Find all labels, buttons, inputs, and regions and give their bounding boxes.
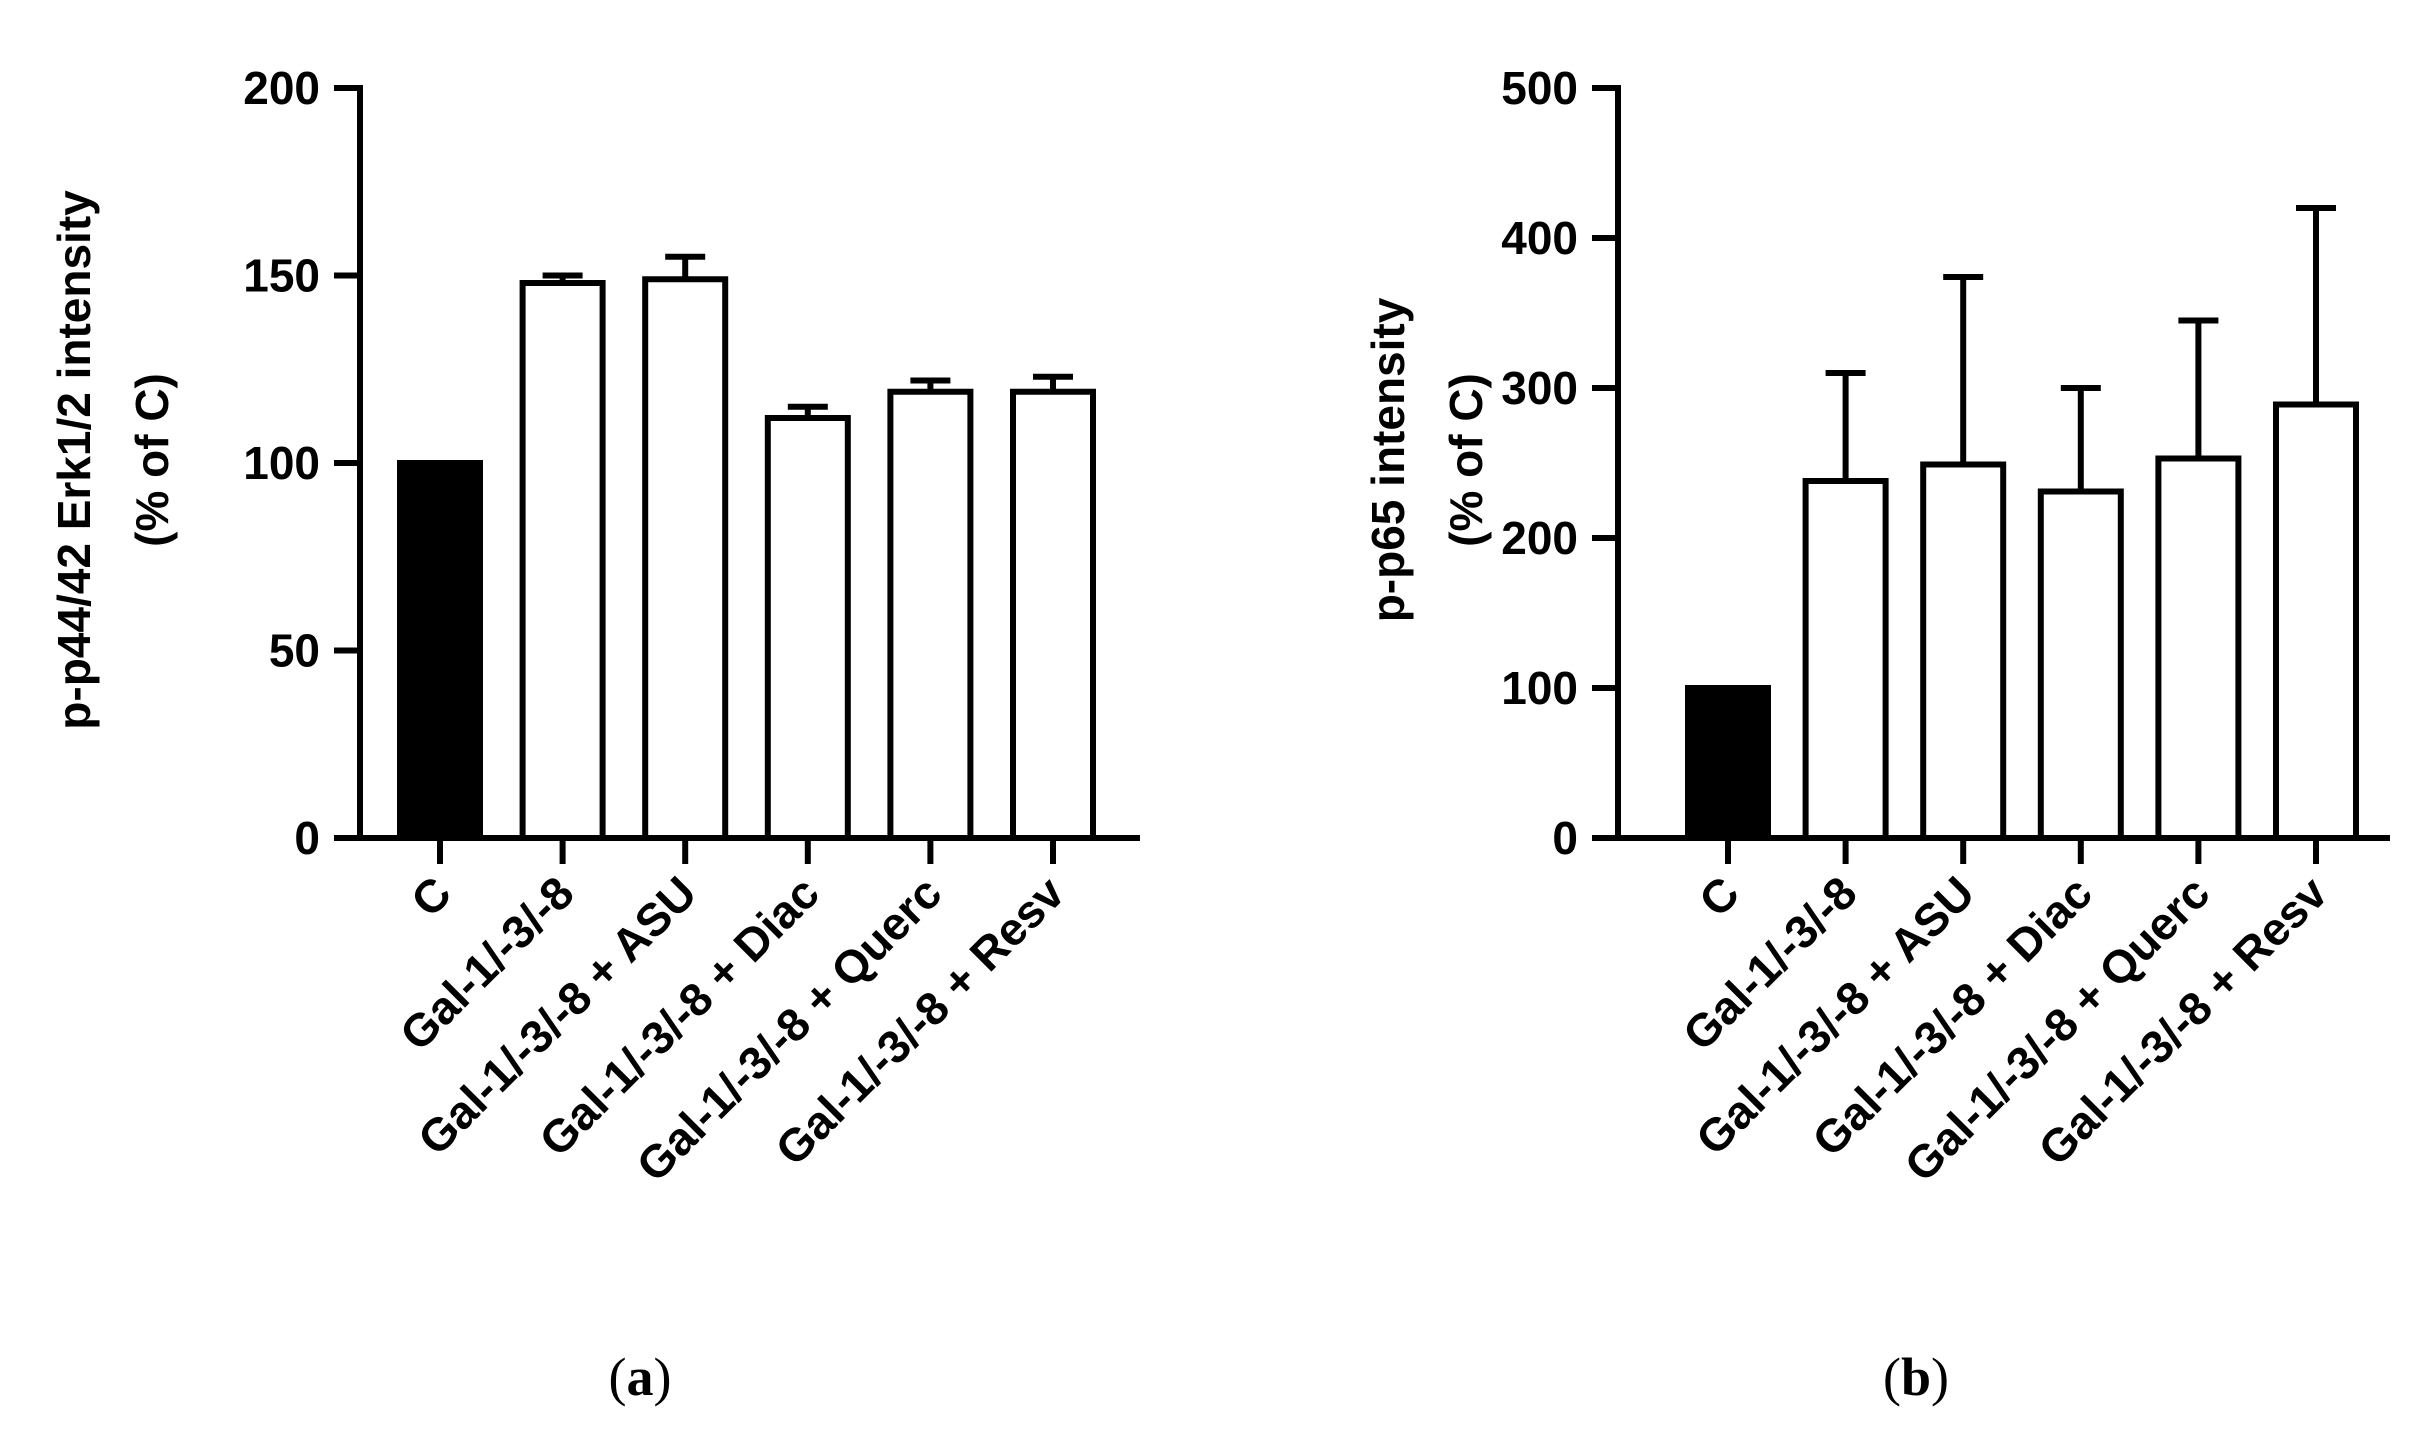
chart-a-bar-3 (764, 415, 851, 841)
chart-b-bar-0 (1685, 685, 1771, 841)
chart-b-axes (1592, 85, 2390, 864)
chart-a-ytick-label-1: 50 (269, 625, 320, 677)
chart-a-ylabel-line2: (% of C) (126, 373, 178, 547)
chart-b-bar-2 (1920, 461, 2007, 841)
chart-b-ytick-label-3: 300 (1501, 362, 1578, 414)
chart-a-caption: (a) (609, 1347, 672, 1407)
chart-b-xtick-label-0: C (1689, 866, 1749, 926)
chart-a-marks (397, 253, 1096, 841)
chart-a-bar-4 (887, 388, 974, 841)
chart-a-bar-0 (397, 460, 483, 841)
chart-a-ytick-label-2: 100 (243, 437, 320, 489)
chart-a-ytick-label-3: 150 (243, 250, 320, 302)
chart-a-xtick-label-0: C (401, 866, 461, 926)
chart-b-ytick-label-0: 0 (1552, 812, 1578, 864)
chart-a-bar-5 (1010, 388, 1096, 841)
chart-b-ytick-label-2: 200 (1501, 512, 1578, 564)
chart-b-ytick-label-1: 100 (1501, 662, 1578, 714)
chart-b-y-tick-labels: 0 100 200 300 400 500 (1501, 62, 1578, 864)
chart-a-ylabel-line1: p-p44/42 Erk1/2 intensity (48, 190, 100, 730)
chart-a-y-tick-labels: 0 50 100 150 200 (243, 62, 320, 864)
chart-b-ytick-label-5: 500 (1501, 62, 1578, 114)
chart-b-ylabel-line2: (% of C) (1440, 373, 1492, 547)
chart-a-ytick-label-4: 200 (243, 62, 320, 114)
chart-b-bar-5 (2273, 401, 2359, 841)
chart-b-caption: (b) (1883, 1347, 1949, 1407)
chart-a-axes (334, 85, 1140, 864)
chart-a-bar-1 (519, 280, 606, 841)
chart-b-ytick-label-4: 400 (1501, 212, 1578, 264)
chart-b-bar-3 (2037, 488, 2124, 841)
chart-b-ylabel-line1: p-p65 intensity (1362, 297, 1414, 622)
chart-a-ytick-label-0: 0 (294, 812, 320, 864)
chart-a-bar-2 (642, 276, 729, 841)
chart-b-bar-1 (1802, 478, 1889, 841)
chart-b-bar-4 (2155, 455, 2242, 841)
chart-b-marks (1685, 205, 2359, 841)
